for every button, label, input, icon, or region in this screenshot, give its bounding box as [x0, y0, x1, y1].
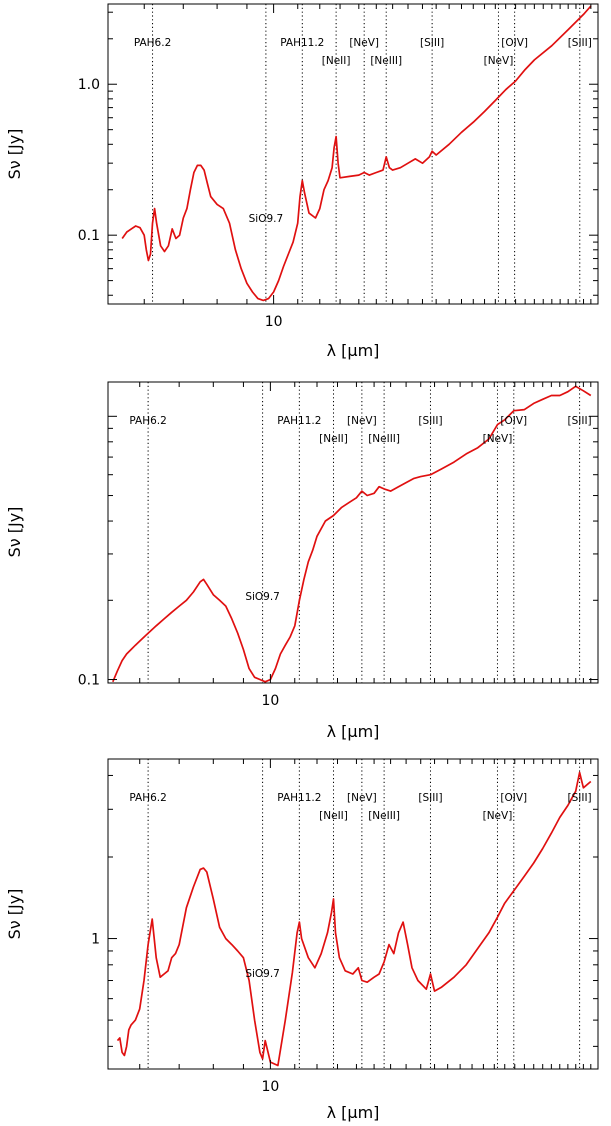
feature-label: PAH6.2: [129, 792, 166, 804]
y-tick-label: 1.0: [78, 77, 100, 93]
feature-label: PAH6.2: [129, 415, 166, 427]
feature-label: [NeV]: [347, 792, 377, 804]
x-axis-title: λ [μm]: [327, 341, 380, 360]
feature-label: SiO9.7: [249, 213, 284, 225]
feature-label: [NeV]: [484, 55, 514, 67]
feature-label: [SIII]: [568, 792, 592, 804]
feature-label: PAH6.2: [134, 37, 171, 49]
feature-label: [SIII]: [418, 415, 442, 427]
x-axis-title: λ [μm]: [327, 722, 380, 741]
feature-label: PAH11.2: [277, 792, 321, 804]
spectrum-line: [112, 385, 592, 683]
y-axis-title: Sν [Jy]: [5, 129, 24, 180]
spectrum-line: [121, 5, 592, 302]
feature-label: [NeV]: [347, 415, 377, 427]
y-axis-title: Sν [Jy]: [5, 507, 24, 558]
feature-label: [OIV]: [501, 37, 528, 49]
spectrum-line: [116, 771, 592, 1067]
feature-label: PAH11.2: [280, 37, 324, 49]
feature-label: [NeIII]: [368, 433, 400, 445]
feature-label: SiO9.7: [245, 591, 280, 603]
feature-label: [SIII]: [418, 792, 442, 804]
spectrum-panel-2: 10 0.1 PAH6.2 SiO9.7 PAH11.2 [NeII] [NeV] [NeI…: [5, 381, 599, 741]
feature-label: [NeV]: [483, 433, 513, 445]
feature-label: [NeV]: [483, 810, 513, 822]
feature-label: [NeIII]: [368, 810, 400, 822]
feature-label: [NeIII]: [370, 55, 402, 67]
x-axis-title: λ [μm]: [327, 1103, 380, 1122]
feature-label: [NeII]: [319, 433, 348, 445]
x-tick-label: 10: [265, 314, 283, 330]
feature-label: PAH11.2: [277, 415, 321, 427]
feature-label: SiO9.7: [245, 968, 280, 980]
y-axis-title: Sν [Jy]: [5, 889, 24, 940]
feature-label: [SIII]: [420, 37, 444, 49]
feature-label: [NeV]: [349, 37, 379, 49]
y-tick-label: 1: [91, 932, 100, 948]
feature-label: [SIII]: [568, 415, 592, 427]
y-tick-label: 0.1: [78, 228, 100, 244]
feature-label: [OIV]: [500, 415, 527, 427]
feature-label: [NeII]: [322, 55, 351, 67]
x-tick-label: 10: [261, 1079, 279, 1095]
y-tick-label: 0.1: [78, 673, 100, 689]
feature-label: [NeII]: [319, 810, 348, 822]
spectrum-panel-1: 10 0.1 1.0 PAH6.2 SiO9.7 PAH11.2 [NeII] [NeV] […: [5, 3, 599, 360]
feature-label: [SIII]: [568, 37, 592, 49]
spectrum-panel-3: 10 1 PAH6.2 SiO9.7 PAH11.2 [NeII] [NeV] [NeIII…: [5, 758, 599, 1122]
x-tick-label: 10: [261, 693, 279, 709]
feature-label: [OIV]: [500, 792, 527, 804]
